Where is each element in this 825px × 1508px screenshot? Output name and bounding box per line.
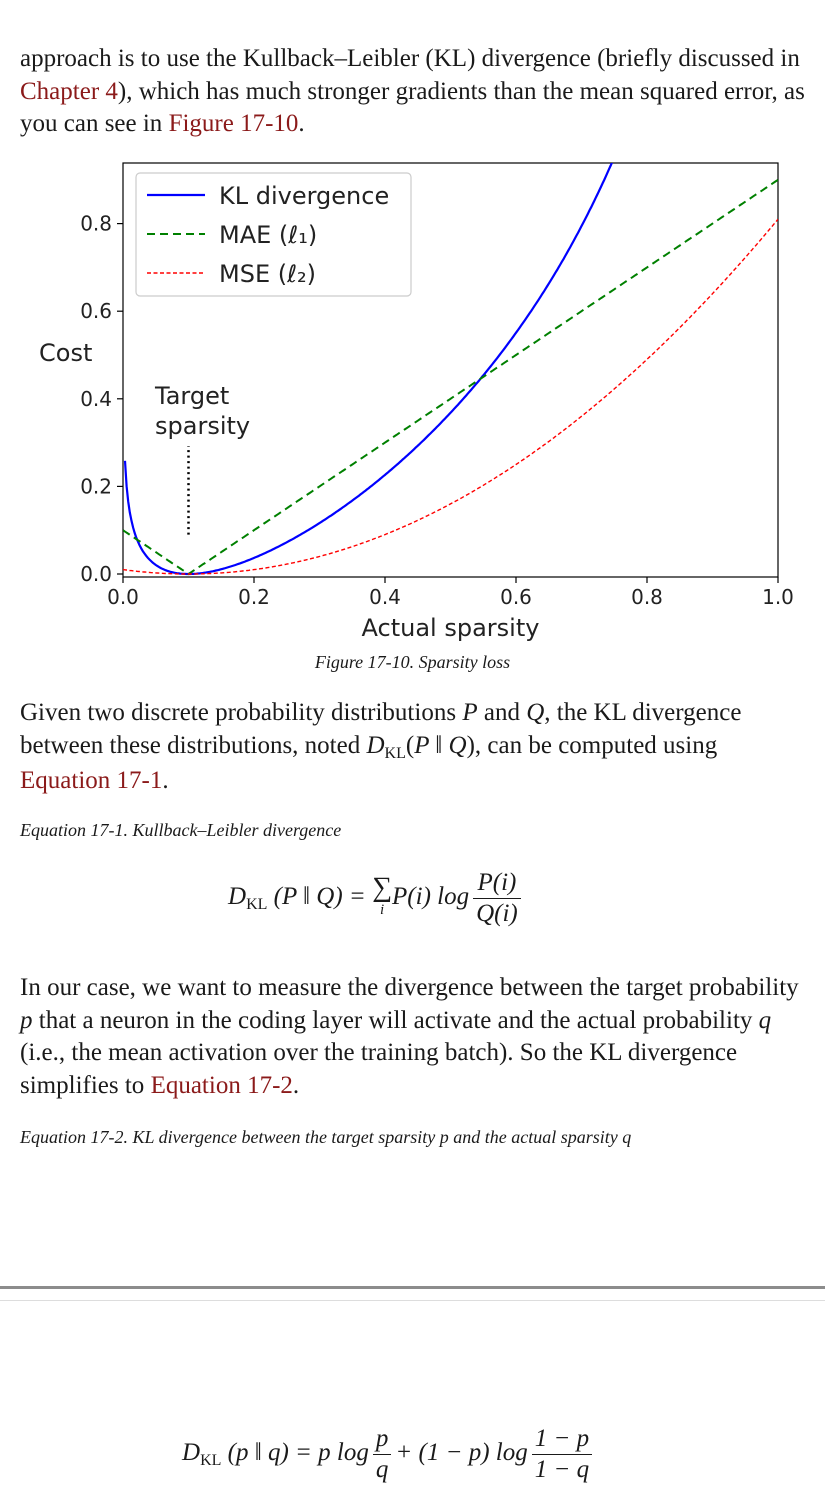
para2-text-1: Given two discrete probability distribut… [20, 699, 463, 726]
series-line-0 [123, 163, 613, 576]
plot-frame [122, 162, 779, 578]
eq1-d: D [228, 883, 247, 911]
equation-17-2-caption: Equation 17-2. KL divergence between the… [20, 1127, 632, 1147]
chapter-4-link[interactable]: Chapter 4 [20, 77, 118, 105]
y-tick-label-0.6: 0.6 [80, 299, 112, 323]
kl-args: P ‖ Q [414, 731, 467, 759]
intro-text-3: . [298, 110, 305, 137]
equation-17-2-link[interactable]: Equation 17-2 [150, 1071, 293, 1099]
intro-text: approach is to use the Kullback–Leibler … [20, 45, 800, 72]
kl-subscript: KL [384, 744, 406, 762]
equation-17-1-caption: Equation 17-1. Kullback–Leibler divergen… [20, 820, 342, 840]
eq2-d: D [182, 1439, 201, 1467]
eq1-fraction: P(i) Q(i) [473, 868, 521, 929]
var-d: D [366, 731, 385, 759]
eq2-middle-term: + (1 − p) log [395, 1439, 528, 1467]
intro-paragraph: approach is to use the Kullback–Leibler … [20, 43, 810, 141]
annotation-target: Target [154, 382, 229, 410]
y-tick-label-0.0: 0.0 [80, 562, 112, 586]
eq1-kl-subscript: KL [246, 896, 268, 914]
series-line-1 [123, 178, 778, 576]
para3-text-3: (i.e., the mean activation over the trai… [20, 1039, 738, 1099]
eq2-denominator-2: 1 − q [534, 1456, 590, 1483]
var-small-p: p [20, 1006, 33, 1034]
kl-definition-paragraph: Given two discrete probability distribut… [20, 697, 810, 798]
legend-label-2: MSE (ℓ₂) [219, 260, 316, 288]
var-p: P [462, 699, 478, 726]
legend-label-0: KL divergence [219, 182, 389, 210]
sum-index: i [379, 901, 385, 918]
eq2-numerator-1: p [372, 1424, 392, 1455]
para2-text-2: and [477, 699, 527, 726]
eq1-numerator: P(i) [473, 868, 521, 899]
x-tick-label-0.8: 0.8 [631, 585, 663, 609]
paren-open: ( [405, 731, 415, 759]
para2-text-5: ), can be computed using [466, 731, 718, 759]
x-tick-label-1.0: 1.0 [762, 585, 794, 609]
sparsity-loss-chart: 0.0 0.2 0.4 0.6 0.8 0.0 0.2 0.4 0.6 0.8 1.0 Actual … [39, 162, 794, 642]
series-line-2 [123, 218, 778, 575]
para3-text-2: that a neuron in the coding layer will a… [32, 1006, 759, 1034]
para2-text-6: . [162, 767, 169, 794]
kl-simplify-paragraph: In our case, we want to measure the dive… [20, 972, 810, 1102]
legend-box [135, 172, 412, 297]
para3-text-1: In our case, we want to measure the dive… [20, 974, 799, 1001]
y-tick-label-0.2: 0.2 [80, 474, 112, 498]
eq1-denominator: Q(i) [476, 900, 518, 927]
eq2-denominator-1: q [375, 1456, 389, 1483]
annotation-sparsity: sparsity [155, 412, 250, 440]
legend-label-1: MAE (ℓ₁) [219, 221, 317, 249]
equation-17-1-link[interactable]: Equation 17-1 [20, 767, 163, 794]
sum-symbol: ∑ [372, 871, 393, 903]
eq2-args: (p ‖ q) = p log [221, 1439, 369, 1467]
para3-text-4: . [292, 1071, 300, 1099]
eq1-term: P(i) log [392, 883, 470, 911]
figure-caption: Figure 17-10. Sparsity loss [314, 652, 511, 672]
figure-17-10-link[interactable]: Figure 17-10 [168, 110, 299, 137]
y-tick-label-0.8: 0.8 [80, 212, 112, 236]
x-tick-label-0.4: 0.4 [369, 585, 401, 609]
eq2-kl-subscript: KL [200, 1452, 222, 1470]
equation-17-1: DKL (P ‖ Q) = ∑ i P(i) log P(i) Q(i) [228, 868, 525, 929]
eq1-sum: ∑ i [372, 871, 393, 921]
y-axis-label: Cost [39, 339, 92, 367]
eq1-args: (P ‖ Q) = [267, 883, 373, 911]
var-q: Q [526, 699, 545, 726]
x-tick-label-0.0: 0.0 [107, 585, 139, 609]
page-divider [0, 1286, 825, 1289]
var-small-q: q [758, 1006, 772, 1034]
para2-text-3: , the KL divergence between these distri… [20, 699, 742, 759]
eq2-numerator-2: 1 − p [531, 1424, 593, 1455]
page-divider-light [0, 1300, 825, 1301]
x-axis-label: Actual sparsity [362, 614, 540, 642]
x-tick-label-0.2: 0.2 [238, 585, 270, 609]
x-tick-label-0.6: 0.6 [500, 585, 532, 609]
intro-text-2: ), which has much stronger gradients tha… [20, 77, 805, 138]
y-tick-label-0.4: 0.4 [80, 387, 112, 411]
